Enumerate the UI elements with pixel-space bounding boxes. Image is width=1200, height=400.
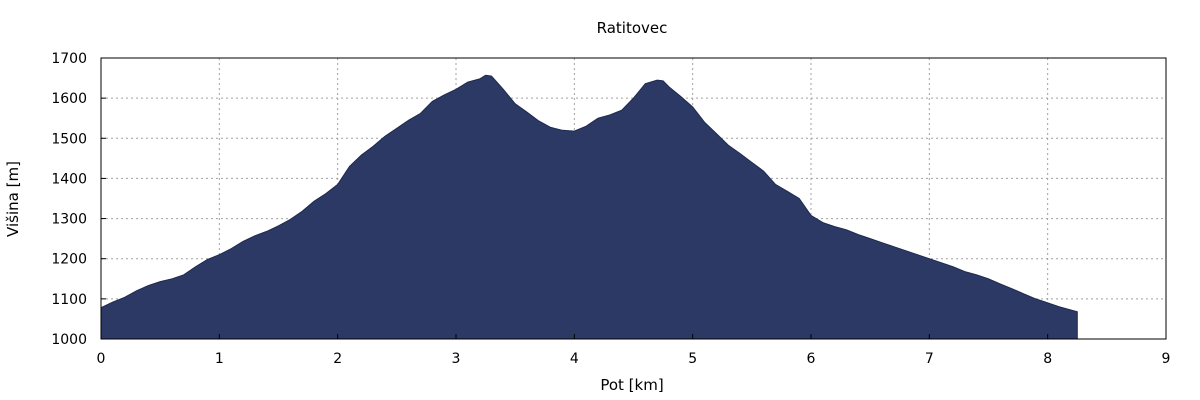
x-tick-label: 6 — [807, 351, 816, 367]
x-tick-label: 4 — [570, 351, 579, 367]
x-axis-title: Pot [km] — [600, 376, 663, 394]
plot-frame — [100, 57, 1167, 340]
y-tick-label: 1700 — [51, 51, 87, 67]
y-axis-title: Višina [m] — [4, 161, 22, 237]
x-tick-label: 1 — [215, 351, 224, 367]
x-tick-label: 0 — [97, 351, 106, 367]
elevation-area — [100, 74, 1078, 340]
y-tick-label: 1200 — [51, 252, 87, 268]
x-tick-label: 9 — [1162, 351, 1171, 367]
y-tick-label: 1500 — [51, 131, 87, 147]
chart-title: Ratitovec — [597, 19, 668, 37]
y-tick-label: 1400 — [51, 171, 87, 187]
y-tick-label: 1100 — [51, 292, 87, 308]
x-tick-label: 5 — [688, 351, 697, 367]
y-tick-label: 1300 — [51, 212, 87, 228]
x-axis-ticks: 0 1 2 3 4 5 6 7 8 9 — [97, 334, 1171, 367]
x-tick-label: 3 — [452, 351, 461, 367]
x-tick-label: 7 — [925, 351, 934, 367]
y-tick-label: 1000 — [51, 332, 87, 348]
y-tick-label: 1600 — [51, 91, 87, 107]
x-tick-label: 8 — [1043, 351, 1052, 367]
y-axis-ticks: 1000 1100 1200 1300 1400 1500 1600 1700 — [51, 51, 106, 348]
x-tick-label: 2 — [333, 351, 342, 367]
